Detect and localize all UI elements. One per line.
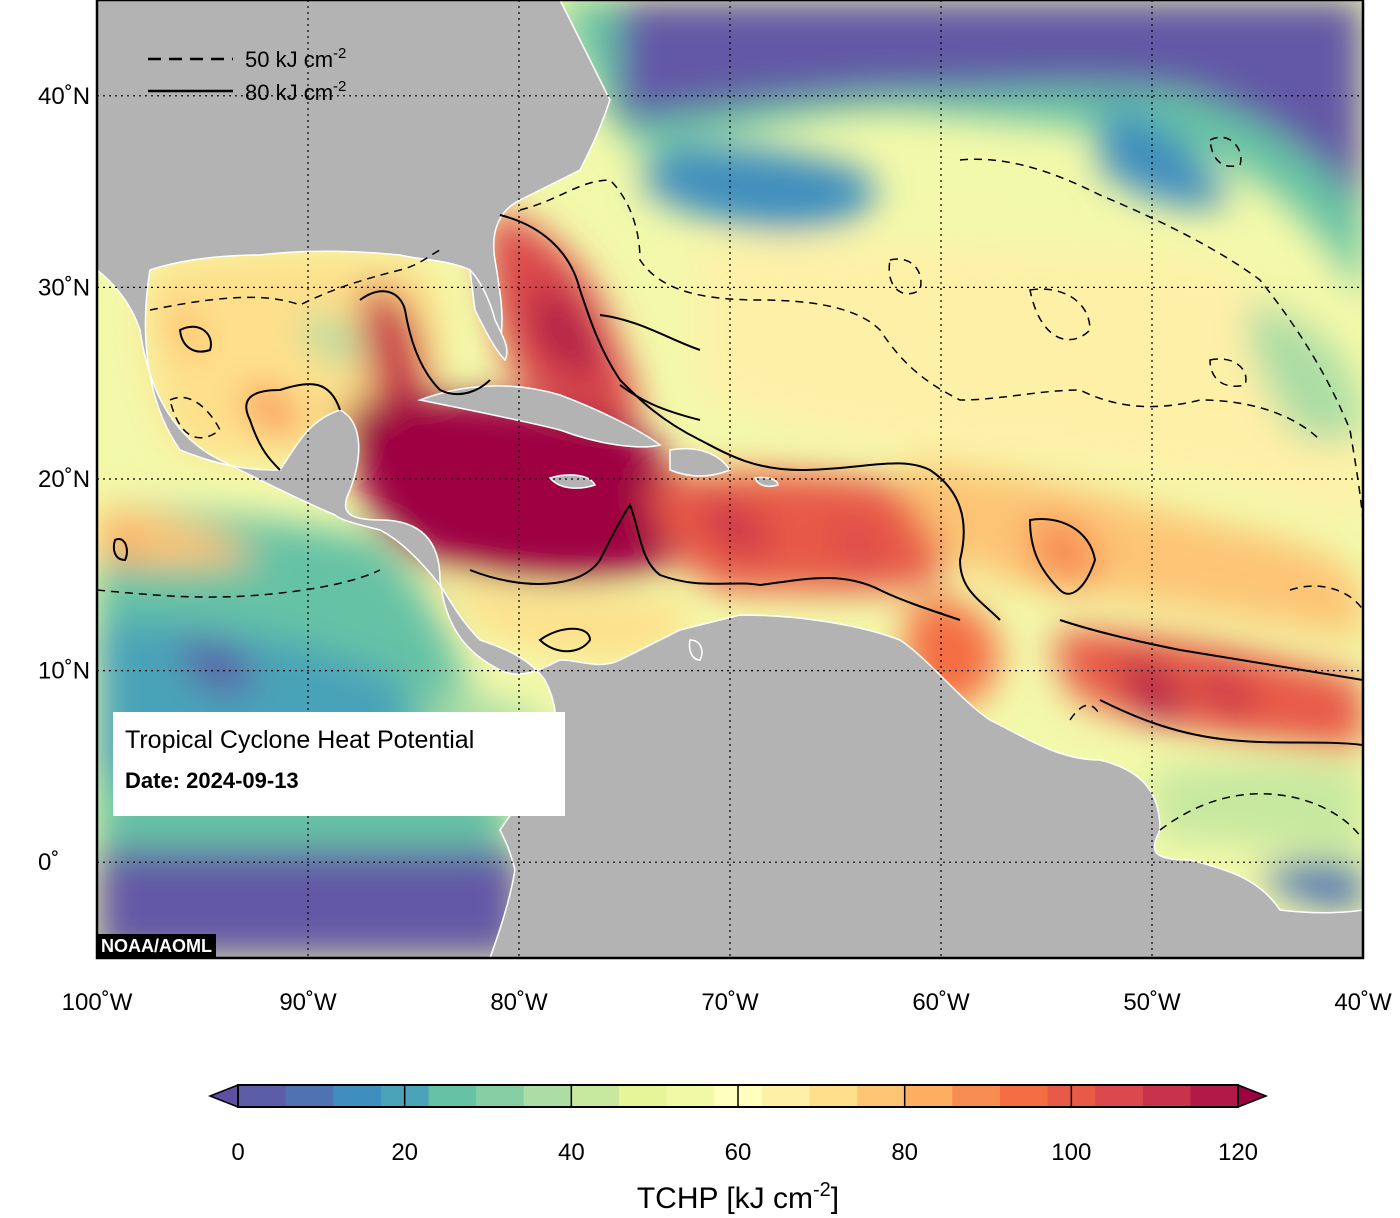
colorbar-tick-label: 80 [891, 1139, 918, 1166]
land-masses [97, 0, 1363, 958]
legend-50-label: 50 kJ cm-2 [245, 45, 346, 72]
colorbar-cell [428, 1085, 477, 1107]
contour-80 [112, 214, 1363, 746]
colorbar-cell [238, 1085, 287, 1107]
colorbar-cell [952, 1085, 1001, 1107]
lon-tick-label: 80˚W [490, 989, 548, 1016]
lat-tick-label: 30˚N [38, 274, 90, 301]
colorbar-cell [999, 1085, 1049, 1107]
colorbar-cell [1190, 1085, 1239, 1107]
colorbar-tick-label: 40 [558, 1139, 585, 1166]
colorbar-cell [571, 1085, 620, 1107]
map-frame [95, 0, 1365, 960]
lon-tick-label: 100˚W [62, 989, 133, 1016]
trinidad-island [688, 639, 703, 661]
colorbar-cell [857, 1085, 906, 1107]
lon-tick-label: 60˚W [912, 989, 970, 1016]
colorbar-cell [285, 1085, 334, 1107]
lat-tick-label: 20˚N [38, 466, 90, 493]
credit-badge: NOAA/AOML [97, 934, 216, 958]
colorbar-high-extend-arrow [1237, 1083, 1269, 1109]
colorbar-cell [666, 1085, 715, 1107]
legend-80-label: 80 kJ cm-2 [245, 78, 346, 105]
contour-legend: 50 kJ cm-2 80 kJ cm-2 [148, 45, 346, 105]
colorbar-cell [618, 1085, 668, 1107]
colorbar-ticks: 0 20 40 60 80 100 120 [231, 1085, 1258, 1166]
jamaica-island [548, 474, 597, 489]
puerto-rico-island [753, 476, 779, 488]
lon-tick-label: 40˚W [1334, 989, 1392, 1016]
colorbar-cell [809, 1085, 858, 1107]
colorbar-title: TCHP [kJ cm-2] [637, 1179, 839, 1215]
colorbar-cell [476, 1085, 525, 1107]
colorbar-cell [761, 1085, 810, 1107]
colorbar-cell [1095, 1085, 1144, 1107]
lon-tick-label: 90˚W [279, 989, 337, 1016]
colorbar-cell [904, 1085, 953, 1107]
colorbar-tick-label: 60 [725, 1139, 752, 1166]
latitude-tick-labels: 40˚N 30˚N 20˚N 10˚N 0˚ [38, 83, 90, 876]
colorbar-tick-label: 120 [1218, 1139, 1258, 1166]
map-date: Date: 2024-09-13 [125, 768, 299, 793]
info-box: Tropical Cyclone Heat Potential Date: 20… [113, 712, 565, 816]
colorbar-low-extend-arrow [207, 1083, 239, 1109]
colorbar-cell [333, 1085, 382, 1107]
lon-tick-label: 50˚W [1123, 989, 1181, 1016]
lat-tick-label: 10˚N [38, 658, 90, 685]
contour-50 [97, 136, 1363, 841]
colorbar: 0 20 40 60 80 100 120 TCHP [kJ cm-2] [207, 1083, 1269, 1215]
longitude-tick-labels: 100˚W 90˚W 80˚W 70˚W 60˚W 50˚W 40˚W [62, 989, 1392, 1016]
lat-tick-label: 0˚ [38, 849, 59, 876]
colorbar-cells [238, 1085, 1239, 1107]
colorbar-cell [1142, 1085, 1191, 1107]
lon-tick-label: 70˚W [701, 989, 759, 1016]
colorbar-tick-label: 20 [391, 1139, 418, 1166]
lat-tick-label: 40˚N [38, 83, 90, 110]
colorbar-tick-label: 0 [231, 1139, 244, 1166]
map-title: Tropical Cyclone Heat Potential [125, 726, 475, 754]
colorbar-tick-label: 100 [1051, 1139, 1091, 1166]
colorbar-cell [523, 1085, 572, 1107]
